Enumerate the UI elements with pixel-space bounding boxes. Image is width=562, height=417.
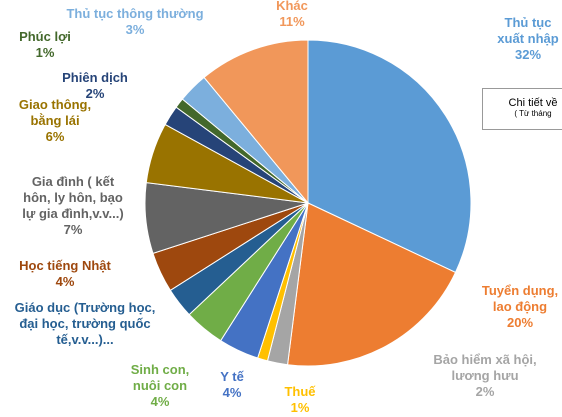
- value-label: 6%: [19, 129, 91, 145]
- category-label: Phiên dịch: [62, 70, 128, 86]
- category-label: Học tiếng Nhật: [19, 258, 111, 274]
- annotation: ( Từ tháng: [483, 109, 562, 118]
- category-label: Giáo dục (Trường học, đại học, trường qu…: [15, 300, 156, 348]
- value-label: 7%: [22, 222, 123, 238]
- category-label: Sinh con, nuôi con: [131, 362, 190, 394]
- value-label: 2%: [62, 86, 128, 102]
- category-label: Thuế: [284, 384, 315, 400]
- value-label: 2%: [433, 384, 536, 400]
- category-label: Thủ tục thông thường: [66, 6, 203, 22]
- value-label: 4%: [220, 385, 244, 401]
- page: Chi tiết về ( Từ tháng (() => { const da…: [0, 0, 562, 417]
- category-label: Tuyển dụng, lao động: [482, 283, 558, 315]
- category-label: Thủ tục xuất nhập: [497, 15, 558, 47]
- value-label: 1%: [19, 45, 71, 61]
- annotation: Chi tiết về: [483, 97, 562, 109]
- category-label: Khác: [276, 0, 308, 14]
- value-label: 11%: [276, 14, 308, 30]
- category-label: Phúc lợi: [19, 29, 71, 45]
- value-label: 20%: [482, 315, 558, 331]
- category-label: Gia đình ( kết hôn, ly hôn, bạo lự gia đ…: [22, 174, 123, 222]
- value-label: 4%: [19, 274, 111, 290]
- value-label: 1%: [284, 400, 315, 416]
- detail-box: Chi tiết về ( Từ tháng: [482, 88, 562, 130]
- value-label: 3%: [66, 22, 203, 38]
- value-label: 4%: [131, 394, 190, 410]
- slice-label: Giáo dục (Trường học, đại học, trường qu…: [15, 300, 156, 348]
- category-label: Y tế: [220, 369, 244, 385]
- category-label: Bảo hiểm xã hội, lương hưu: [433, 352, 536, 384]
- value-label: 32%: [497, 47, 558, 63]
- slice-label: Gia đình ( kết hôn, ly hôn, bạo lự gia đ…: [22, 174, 123, 238]
